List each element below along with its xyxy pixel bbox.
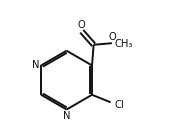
Text: O: O	[108, 32, 116, 42]
Text: Cl: Cl	[114, 100, 124, 110]
Text: CH₃: CH₃	[114, 39, 132, 48]
Text: O: O	[77, 20, 85, 30]
Text: N: N	[32, 60, 40, 70]
Text: N: N	[63, 111, 70, 121]
